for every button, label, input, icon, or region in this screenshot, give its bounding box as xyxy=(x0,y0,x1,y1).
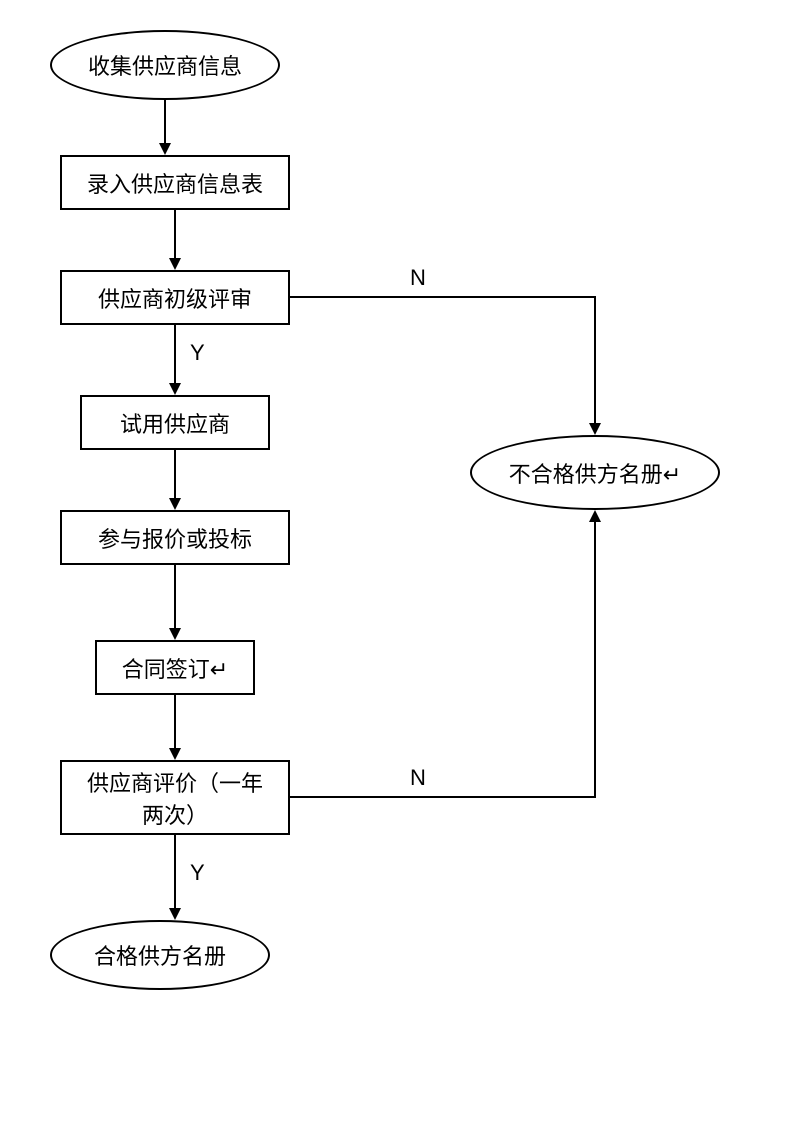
arrow-5 xyxy=(174,565,176,630)
start-label: 收集供应商信息 xyxy=(88,49,242,81)
arrow-n1-head xyxy=(589,423,601,435)
arrow-n1-h xyxy=(290,296,595,298)
arrow-1-head xyxy=(159,143,171,155)
primary-review-node: 供应商初级评审 xyxy=(60,270,290,325)
evaluation-label: 供应商评价（一年两次） xyxy=(77,766,273,830)
start-node: 收集供应商信息 xyxy=(50,30,280,100)
arrow-n1-v xyxy=(594,296,596,425)
arrow-5-head xyxy=(169,628,181,640)
trial-supplier-node: 试用供应商 xyxy=(80,395,270,450)
arrow-6-head xyxy=(169,748,181,760)
arrow-n2-head xyxy=(589,510,601,522)
arrow-4-head xyxy=(169,498,181,510)
arrow-3-head xyxy=(169,383,181,395)
unqualified-node: 不合格供方名册↵ xyxy=(470,435,720,510)
quote-bid-node: 参与报价或投标 xyxy=(60,510,290,565)
quote-bid-label: 参与报价或投标 xyxy=(98,522,252,554)
arrow-4 xyxy=(174,450,176,500)
arrow-2-head xyxy=(169,258,181,270)
flowchart-container: 收集供应商信息 录入供应商信息表 供应商初级评审 Y 试用供应商 参与报价或投标… xyxy=(0,0,800,1123)
qualified-label: 合格供方名册 xyxy=(94,939,226,971)
trial-supplier-label: 试用供应商 xyxy=(120,407,230,439)
edge-n2-label: N xyxy=(410,765,426,791)
arrow-n2-h xyxy=(290,796,595,798)
primary-review-label: 供应商初级评审 xyxy=(98,282,252,314)
arrow-n2-v xyxy=(594,520,596,798)
edge-y2-label: Y xyxy=(190,860,205,886)
arrow-6 xyxy=(174,695,176,750)
arrow-2 xyxy=(174,210,176,260)
input-info-label: 录入供应商信息表 xyxy=(87,167,263,199)
unqualified-label: 不合格供方名册↵ xyxy=(509,457,681,489)
edge-n1-label: N xyxy=(410,265,426,291)
qualified-node: 合格供方名册 xyxy=(50,920,270,990)
contract-label: 合同签订↵ xyxy=(122,652,228,684)
evaluation-node: 供应商评价（一年两次） xyxy=(60,760,290,835)
arrow-3 xyxy=(174,325,176,385)
edge-y1-label: Y xyxy=(190,340,205,366)
arrow-7 xyxy=(174,835,176,910)
arrow-7-head xyxy=(169,908,181,920)
input-info-node: 录入供应商信息表 xyxy=(60,155,290,210)
contract-node: 合同签订↵ xyxy=(95,640,255,695)
arrow-1 xyxy=(164,100,166,145)
